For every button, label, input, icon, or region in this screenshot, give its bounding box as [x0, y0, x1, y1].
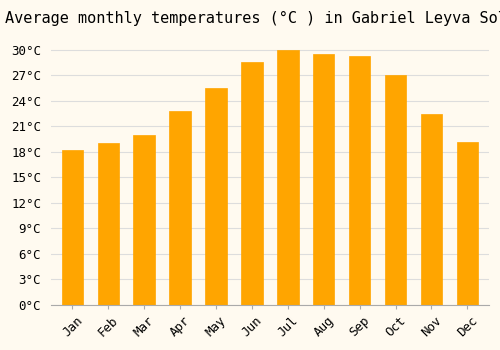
Bar [241, 62, 262, 305]
Bar [134, 135, 155, 305]
Bar [62, 150, 83, 305]
Bar [385, 75, 406, 305]
Title: Average monthly temperatures (°C ) in Gabriel Leyva Solano: Average monthly temperatures (°C ) in Ga… [5, 11, 500, 26]
Bar [420, 113, 442, 305]
Bar [277, 50, 298, 305]
Bar [313, 54, 334, 305]
Bar [349, 56, 370, 305]
Bar [98, 143, 119, 305]
Bar [170, 111, 191, 305]
Bar [205, 88, 227, 305]
Bar [456, 141, 478, 305]
